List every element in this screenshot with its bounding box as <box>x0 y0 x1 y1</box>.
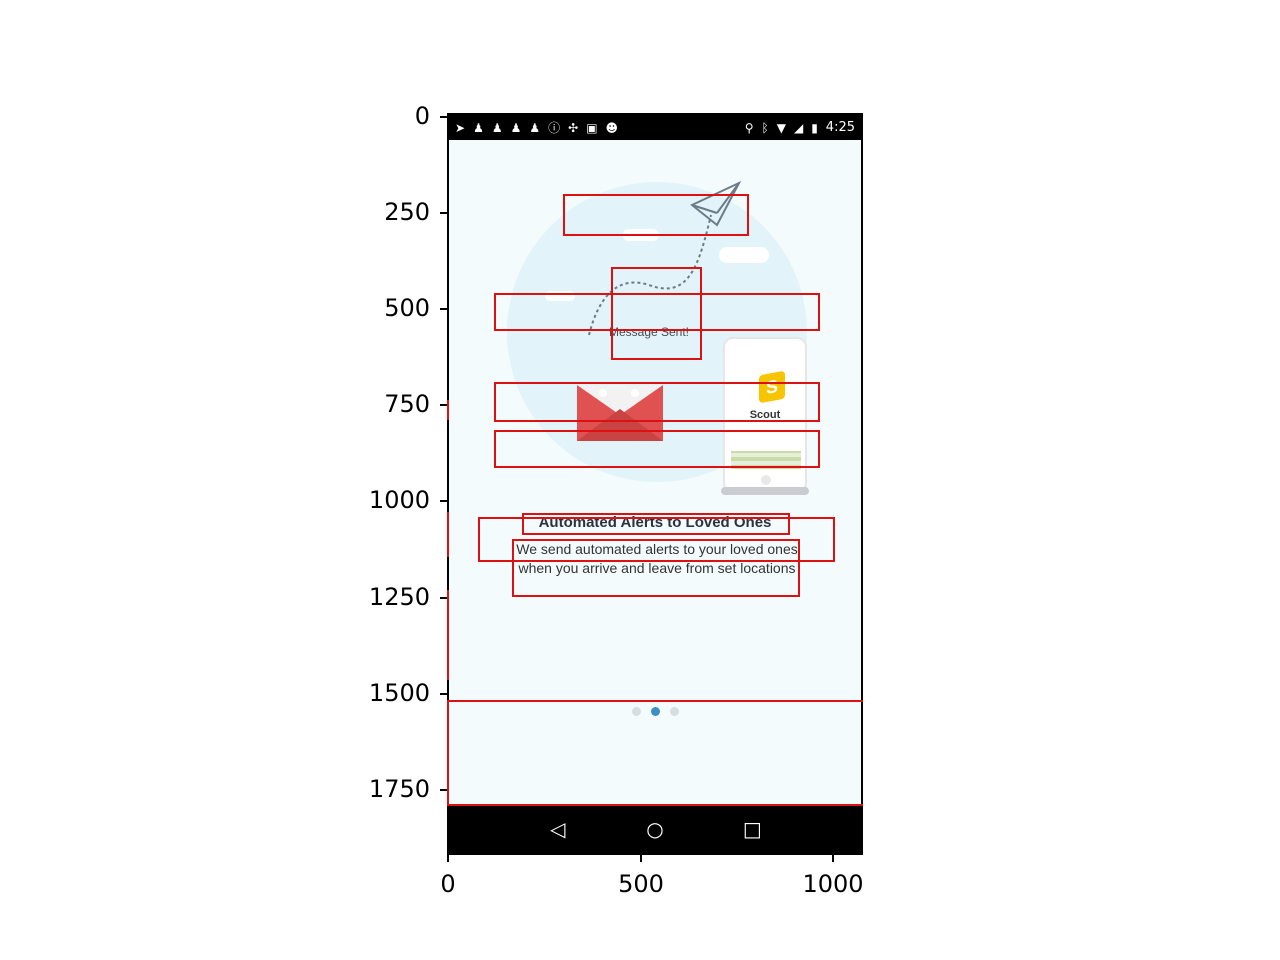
scout-logo-icon: S <box>759 370 785 404</box>
android-icon: ☻ <box>605 120 619 135</box>
onboarding-title: Automated Alerts to Loved Ones <box>538 514 772 531</box>
y-tick-mark <box>440 404 447 406</box>
phone-screen: ➤ ♟ ♟ ♟ ♟ ⓘ ✣ ▣ ☻ ⚲ ᛒ ▼ ◢ ▮ 4:25 <box>447 113 863 855</box>
lock-icon: ▣ <box>586 120 598 135</box>
location-pin-icon: ⚲ <box>744 120 754 135</box>
map-preview <box>731 451 801 469</box>
status-bar: ➤ ♟ ♟ ♟ ♟ ⓘ ✣ ▣ ☻ ⚲ ᛒ ▼ ◢ ▮ 4:25 <box>449 115 861 140</box>
recents-button[interactable]: □ <box>742 817 762 841</box>
page-dot[interactable] <box>631 707 641 716</box>
status-bar-left: ➤ ♟ ♟ ♟ ♟ ⓘ ✣ ▣ ☻ <box>455 122 618 134</box>
alert-circle-icon: ⓘ <box>548 120 561 135</box>
y-tick-mark <box>440 693 447 695</box>
chess-pawn-icon: ♟ <box>473 120 484 135</box>
scout-app-label: Scout <box>749 409 781 421</box>
y-tick-label: 1000 <box>368 486 430 514</box>
x-tick-label: 500 <box>618 870 664 898</box>
y-tick-label: 1250 <box>368 583 430 611</box>
chess-pawn-icon: ♟ <box>510 120 522 135</box>
chess-pawn-icon: ♟ <box>491 120 503 135</box>
onboarding-description: We send automated alerts to your loved o… <box>516 541 798 576</box>
y-tick-mark <box>440 597 447 599</box>
x-tick-mark <box>447 855 449 862</box>
y-tick-mark <box>440 116 447 118</box>
phone-shadow <box>721 487 809 495</box>
y-tick-label: 1500 <box>368 679 430 707</box>
x-tick-label: 1000 <box>802 870 864 898</box>
y-tick-mark <box>440 789 447 791</box>
home-button[interactable]: ○ <box>646 817 664 841</box>
satellite-icon: ✣ <box>568 120 579 135</box>
page-dot[interactable] <box>669 707 679 716</box>
status-bar-right: ⚲ ᛒ ▼ ◢ ▮ 4:25 <box>745 120 855 135</box>
y-tick-label: 750 <box>384 390 430 418</box>
y-tick-label: 1750 <box>368 775 430 803</box>
no-signal-icon: ◢ <box>793 120 804 135</box>
y-tick-label: 500 <box>384 294 430 322</box>
battery-charging-icon: ▮ <box>811 120 818 135</box>
phone-illustration: S Scout <box>723 337 807 493</box>
cloud-icon <box>719 247 769 263</box>
x-tick-mark <box>640 855 642 862</box>
cloud-icon <box>545 291 575 301</box>
x-tick-label: 0 <box>440 870 456 898</box>
y-tick-mark <box>440 308 447 310</box>
bluetooth-icon: ᛒ <box>761 120 769 135</box>
envelope-icon <box>577 385 663 441</box>
y-tick-label: 0 <box>414 102 430 130</box>
page-dot-active[interactable] <box>650 707 660 716</box>
wifi-icon: ▼ <box>776 120 786 135</box>
send-icon: ➤ <box>455 120 466 135</box>
message-sent-label: Message Sent! <box>608 325 690 339</box>
y-tick-mark <box>440 212 447 214</box>
x-tick-mark <box>832 855 834 862</box>
back-button[interactable]: ◁ <box>549 817 566 841</box>
page-indicator <box>449 707 861 716</box>
chess-pawn-icon: ♟ <box>529 120 541 135</box>
y-tick-label: 250 <box>384 198 430 226</box>
y-tick-mark <box>440 500 447 502</box>
navigation-bar: ◁ ○ □ <box>449 805 861 853</box>
status-time: 4:25 <box>825 120 855 135</box>
phone-home-button <box>761 475 771 485</box>
